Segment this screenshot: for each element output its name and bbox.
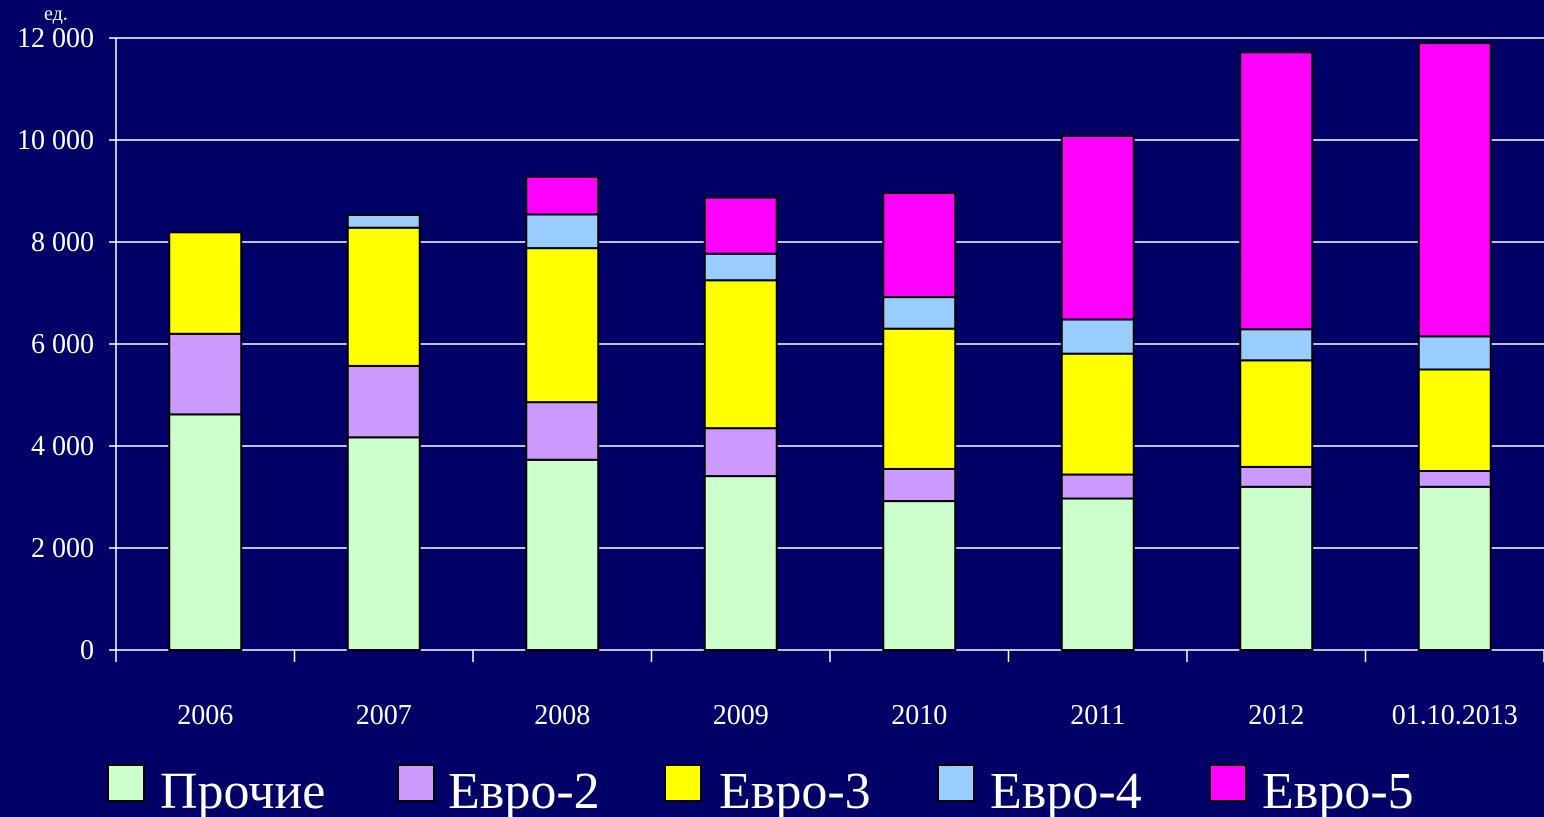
legend-item-Прочие: Прочие	[107, 763, 325, 817]
y-tick-label: 2 000	[31, 533, 94, 564]
y-tick-label: 8 000	[31, 227, 94, 258]
bar-segment-Евро-3-2011	[1060, 352, 1135, 476]
bar-segment-Евро-4-2010	[882, 296, 957, 330]
x-tick-label: 2006	[177, 700, 233, 731]
bar-segment-Евро-2-2007	[346, 364, 421, 439]
legend-swatch	[664, 764, 702, 802]
bar-segment-Евро-5-2009	[703, 196, 778, 255]
legend-item-Евро-2: Евро-2	[397, 763, 600, 817]
bars	[168, 42, 1492, 651]
bar-segment-Прочие-2007	[346, 436, 421, 651]
bar-segment-Евро-4-2008	[525, 213, 600, 250]
x-tick-label: 01.10.2013	[1392, 700, 1518, 731]
bar-segment-Евро-3-2007	[346, 226, 421, 367]
bar-segment-Евро-4-2011	[1060, 318, 1135, 355]
bar-segment-Прочие-2010	[882, 500, 957, 651]
y-tick-label: 12 000	[17, 23, 94, 54]
bar-segment-Евро-2-2010	[882, 467, 957, 503]
bar-segment-Евро-3-01.10.2013	[1417, 368, 1492, 472]
bar-segment-Евро-4-2012	[1239, 328, 1314, 362]
bar-segment-Евро-5-2012	[1239, 51, 1314, 331]
bar-segment-Евро-4-2009	[703, 252, 778, 282]
bar-segment-Прочие-01.10.2013	[1417, 485, 1492, 651]
y-unit-label: ед.	[44, 3, 68, 25]
legend-swatch	[107, 764, 145, 802]
axes	[109, 37, 1544, 662]
bar-segment-Прочие-2011	[1060, 497, 1135, 651]
bar-segment-Евро-4-01.10.2013	[1417, 335, 1492, 371]
legend-item-Евро-5: Евро-5	[1209, 763, 1414, 817]
bar-segment-Прочие-2009	[703, 475, 778, 651]
legend-label: Евро-3	[719, 763, 871, 817]
x-tick-label: 2009	[713, 700, 769, 731]
x-tick-label: 2011	[1070, 700, 1125, 731]
bar-segment-Евро-3-2009	[703, 279, 778, 430]
legend-label: Евро-4	[990, 763, 1142, 817]
x-tick-labels: 2006 2007 2008 2009 2010 2011 2012 01.10.2013	[177, 700, 1518, 731]
legend-swatch	[1209, 764, 1247, 802]
x-tick-label: 2012	[1248, 700, 1304, 731]
y-tick-label: 6 000	[31, 329, 94, 360]
bar-segment-Евро-2-2008	[525, 401, 600, 461]
bar-segment-Прочие-2012	[1239, 485, 1314, 651]
x-tick-label: 2010	[891, 700, 947, 731]
x-tick-label: 2008	[534, 700, 590, 731]
x-tick-label: 2007	[356, 700, 412, 731]
y-tick-labels: 0 2 000 4 000 6 000 8 000 10 000 12 000	[17, 23, 94, 666]
bar-segment-Евро-5-2011	[1060, 134, 1135, 321]
legend-swatch	[937, 764, 975, 802]
legend-label: Прочие	[160, 763, 325, 817]
bar-segment-Евро-2-2009	[703, 427, 778, 478]
bar-segment-Евро-2-01.10.2013	[1417, 469, 1492, 488]
legend-item-Евро-4: Евро-4	[937, 763, 1142, 817]
y-tick-label: 4 000	[31, 431, 94, 462]
bar-segment-Евро-2-2011	[1060, 473, 1135, 500]
bar-segment-Евро-4-2007	[346, 213, 421, 229]
bar-segment-Евро-2-2006	[168, 332, 243, 416]
legend-label: Евро-2	[448, 763, 600, 817]
bar-segment-Евро-3-2010	[882, 327, 957, 470]
bar-segment-Евро-5-2010	[882, 192, 957, 299]
bar-segment-Евро-3-2008	[525, 247, 600, 404]
y-tick-label: 10 000	[17, 125, 94, 156]
bar-segment-Евро-3-2006	[168, 231, 243, 335]
gridlines	[116, 37, 1544, 549]
bar-segment-Прочие-2008	[525, 458, 600, 651]
legend-item-Евро-3: Евро-3	[664, 763, 871, 817]
legend: Прочие Евро-2 Евро-3 Евро-4 Евро-5	[107, 763, 1414, 817]
legend-label: Евро-5	[1262, 763, 1414, 817]
bar-segment-Евро-2-2012	[1239, 465, 1314, 488]
bar-segment-Евро-5-2008	[525, 175, 600, 216]
legend-swatch	[397, 764, 435, 802]
bar-segment-Евро-5-01.10.2013	[1417, 42, 1492, 338]
bar-segment-Евро-3-2012	[1239, 359, 1314, 468]
bar-segment-Прочие-2006	[168, 413, 243, 651]
y-tick-label: 0	[80, 635, 94, 666]
